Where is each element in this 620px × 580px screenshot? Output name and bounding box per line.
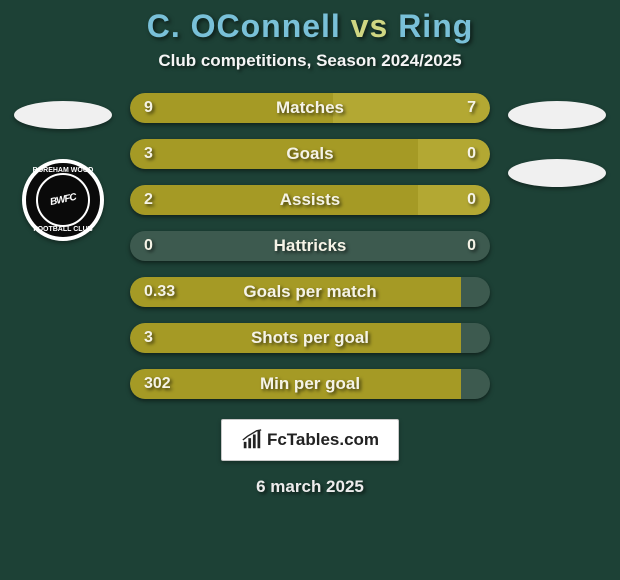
brand-chart-icon: [241, 429, 263, 451]
stat-label: Goals: [130, 144, 490, 164]
page-title: C. OConnell vs Ring: [0, 8, 620, 45]
comparison-card: C. OConnell vs Ring Club competitions, S…: [0, 0, 620, 580]
stat-row: 30Goals: [130, 139, 490, 169]
stat-label: Matches: [130, 98, 490, 118]
stat-label: Hattricks: [130, 236, 490, 256]
stat-label: Shots per goal: [130, 328, 490, 348]
player2-flag: [508, 101, 606, 129]
brand-text: FcTables.com: [267, 430, 379, 450]
stat-label: Goals per match: [130, 282, 490, 302]
player2-name: Ring: [398, 8, 473, 44]
stats-bars: 97Matches 30Goals 20Assists 00Hattricks 0.33…: [130, 93, 490, 399]
right-side-column: [508, 93, 606, 187]
stat-row: 20Assists: [130, 185, 490, 215]
player2-club-badge: [508, 159, 606, 187]
stat-row: 00Hattricks: [130, 231, 490, 261]
stat-row: 97Matches: [130, 93, 490, 123]
main-area: BOREHAM WOOD BWFC FOOTBALL CLUB 97Matche…: [0, 93, 620, 399]
stat-row: 0.33Goals per match: [130, 277, 490, 307]
left-side-column: BOREHAM WOOD BWFC FOOTBALL CLUB: [14, 93, 112, 241]
stat-label: Assists: [130, 190, 490, 210]
player1-name: C. OConnell: [147, 8, 341, 44]
stat-label: Min per goal: [130, 374, 490, 394]
club-badge-bottom-text: FOOTBALL CLUB: [26, 226, 100, 233]
brand-box[interactable]: FcTables.com: [221, 419, 399, 461]
player1-flag: [14, 101, 112, 129]
stat-row: 302Min per goal: [130, 369, 490, 399]
stat-row: 3Shots per goal: [130, 323, 490, 353]
subtitle: Club competitions, Season 2024/2025: [0, 51, 620, 71]
player1-club-badge: BOREHAM WOOD BWFC FOOTBALL CLUB: [22, 159, 104, 241]
footer-date: 6 march 2025: [0, 477, 620, 497]
vs-text: vs: [341, 8, 398, 44]
